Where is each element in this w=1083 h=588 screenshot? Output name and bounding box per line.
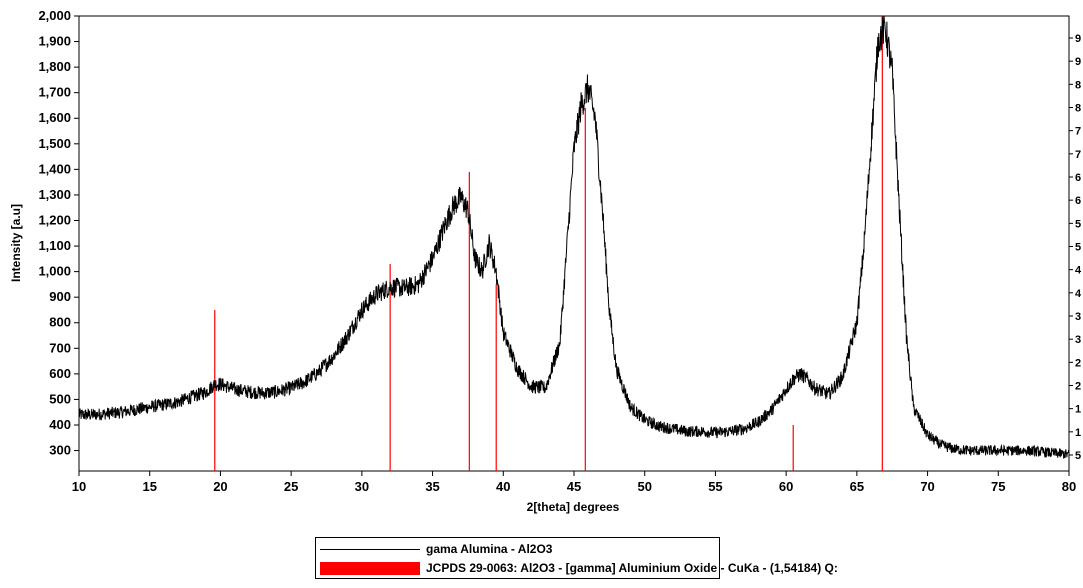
right-tick-label: 2	[1075, 381, 1081, 393]
x-tick-label: 50	[637, 479, 651, 494]
y-tick-label: 1,000	[38, 264, 71, 279]
legend: gama Alumina - Al2O3 JCPDS 29-0063: Al2O…	[315, 537, 838, 579]
right-tick-label: 1	[1075, 404, 1081, 416]
x-tick-label: 45	[567, 479, 581, 494]
legend-label-reference: JCPDS 29-0063: Al2O3 - [gamma] Aluminium…	[426, 561, 838, 575]
right-tick-label: 9	[1075, 56, 1081, 68]
y-axis-title: Intensity [a.u]	[9, 204, 23, 282]
plot-area-border	[78, 15, 1070, 472]
x-tick-label: 55	[708, 479, 722, 494]
x-tick-label: 75	[991, 479, 1005, 494]
x-tick-label: 80	[1062, 479, 1076, 494]
right-tick-label: 5	[1075, 218, 1081, 230]
y-tick-label: 1,900	[38, 34, 71, 49]
xrd-chart: 10 15 20 25 30 35 40 45 50 55 60 65 70 75 80 300400500…	[9, 8, 1082, 514]
y-tick-label: 1,700	[38, 85, 71, 100]
right-tick-label: 1	[1075, 427, 1081, 439]
y-tick-label: 400	[49, 417, 71, 432]
right-tick-label: 3	[1075, 311, 1081, 323]
x-tick-label: 40	[496, 479, 510, 494]
legend-red-swatch	[320, 561, 420, 575]
right-tick-label: 3	[1075, 334, 1081, 346]
right-tick-label: 5	[1075, 450, 1081, 462]
xrd-trace-line	[78, 15, 1070, 459]
x-tick-label: 30	[355, 479, 369, 494]
y-tick-label: 1,800	[38, 59, 71, 74]
y-tick-label: 1,200	[38, 212, 71, 227]
legend-line-swatch	[320, 548, 420, 550]
y-tick-label: 1,300	[38, 187, 71, 202]
right-tick-label: 4	[1075, 265, 1082, 277]
x-tick-label: 35	[425, 479, 439, 494]
y-tick-label: 600	[49, 366, 71, 381]
y-tick-label: 1,400	[38, 161, 71, 176]
y-tick-label: 1,500	[38, 136, 71, 151]
x-axis-title: 2[theta] degrees	[527, 500, 620, 514]
y-tick-label: 2,000	[38, 8, 71, 23]
right-tick-label: 7	[1075, 149, 1081, 161]
x-tick-label: 25	[284, 479, 298, 494]
legend-item-reference: JCPDS 29-0063: Al2O3 - [gamma] Aluminium…	[316, 559, 838, 577]
right-tick-label: 8	[1075, 79, 1081, 91]
legend-label-sample: gama Alumina - Al2O3	[426, 542, 553, 556]
y-axis: 300 400 500 600 700 800 900 1,000 1,100 1,200 1,30…	[38, 8, 79, 458]
right-axis: 9 9 8 8 7 7 6 6 5 5 4 4 3 3 2 2 1 1 5	[1069, 33, 1082, 462]
x-tick-label: 15	[142, 479, 156, 494]
x-tick-label: 10	[72, 479, 86, 494]
x-tick-label: 70	[920, 479, 934, 494]
right-tick-label: 8	[1075, 103, 1081, 115]
y-tick-label: 1,600	[38, 110, 71, 125]
x-tick-label: 65	[850, 479, 864, 494]
y-tick-label: 300	[49, 443, 71, 458]
right-tick-label: 5	[1075, 242, 1081, 254]
y-tick-label: 500	[49, 391, 71, 406]
right-tick-label: 6	[1075, 172, 1081, 184]
right-tick-label: 2	[1075, 357, 1081, 369]
right-tick-label: 6	[1075, 195, 1081, 207]
right-tick-label: 7	[1075, 126, 1081, 138]
x-axis: 10 15 20 25 30 35 40 45 50 55 60 65 70 75 80	[72, 471, 1076, 494]
legend-item-sample: gama Alumina - Al2O3	[316, 540, 552, 558]
y-tick-label: 1,100	[38, 238, 71, 253]
y-tick-label: 800	[49, 315, 71, 330]
right-tick-label: 9	[1075, 33, 1081, 45]
y-tick-label: 700	[49, 340, 71, 355]
y-tick-label: 900	[49, 289, 71, 304]
x-tick-label: 20	[213, 479, 227, 494]
x-tick-label: 60	[779, 479, 793, 494]
right-tick-label: 4	[1075, 288, 1082, 300]
reference-sticks	[214, 16, 883, 471]
